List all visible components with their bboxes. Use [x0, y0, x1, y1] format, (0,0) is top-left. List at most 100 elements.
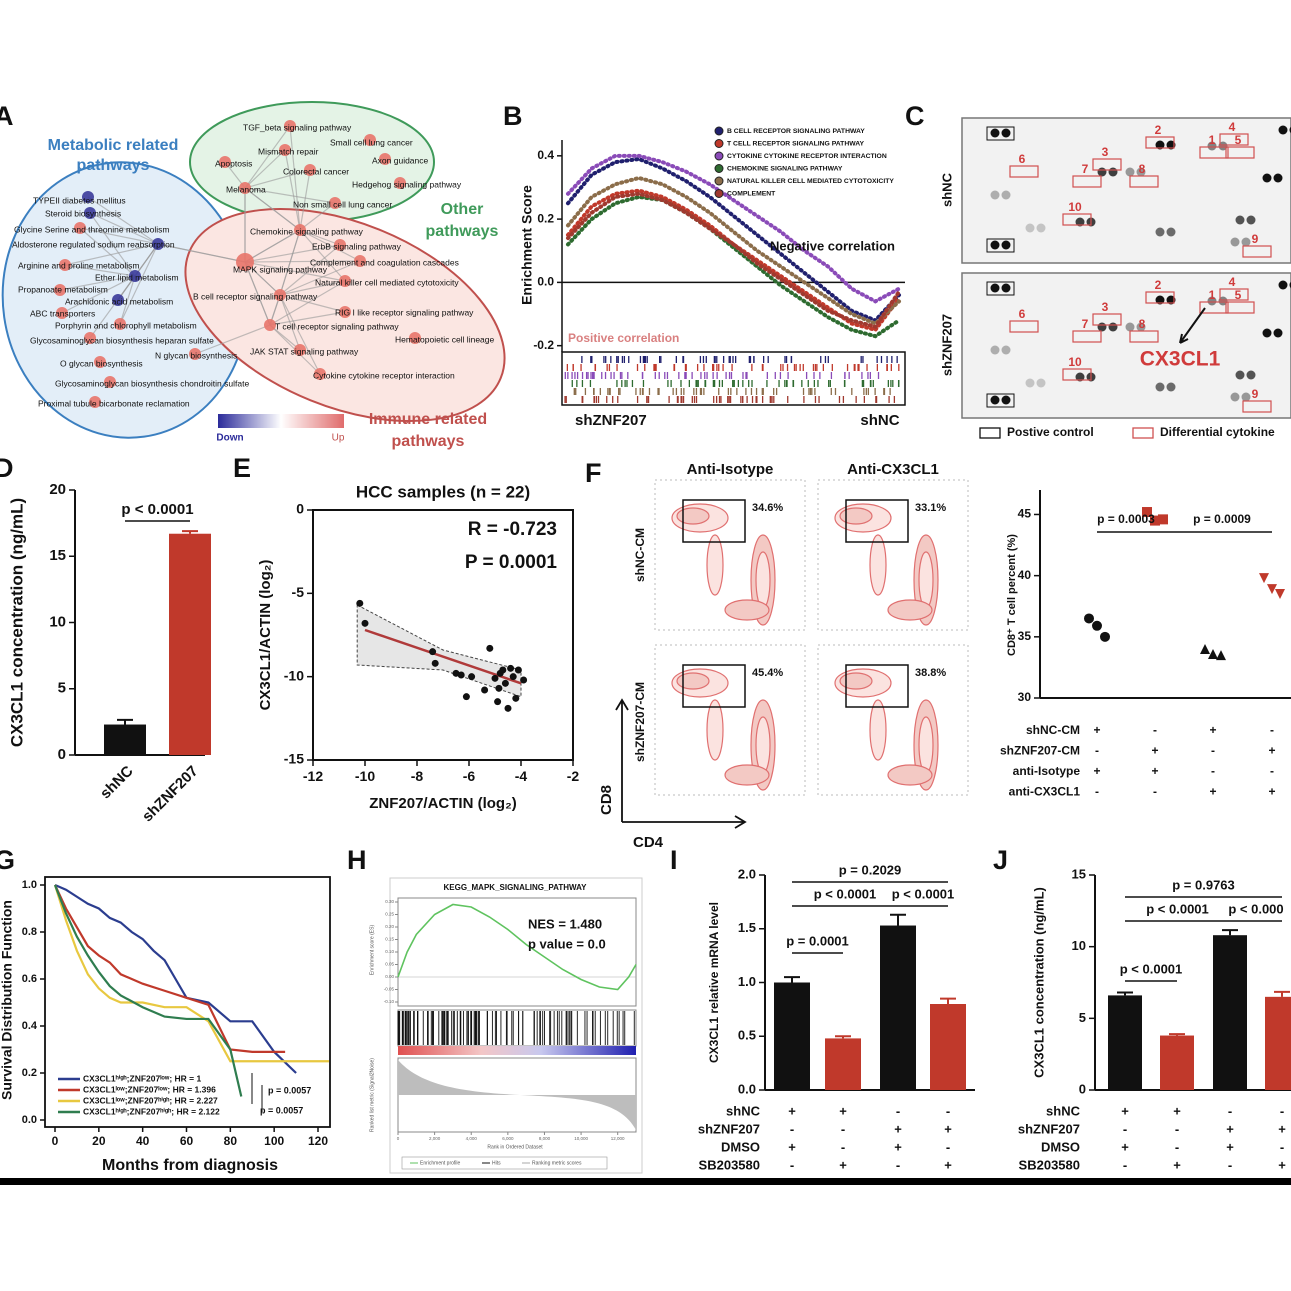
panel-letter: A: [0, 101, 14, 131]
contour: [869, 534, 887, 596]
edge: [279, 294, 301, 351]
condition-mark: -: [1123, 1157, 1127, 1172]
differential-box: [1145, 291, 1175, 304]
y-tick-label: 0.30: [385, 899, 394, 904]
x-tick-label: -2: [567, 768, 580, 784]
node-label: Natural killer cell mediated cytotoxicit…: [315, 277, 459, 287]
spot: [1166, 227, 1176, 237]
contour: [869, 699, 887, 761]
spot: [1125, 167, 1135, 177]
y-tick-label: -15: [284, 751, 304, 767]
point: [361, 619, 369, 627]
spot: [990, 240, 1000, 250]
condition-mark: -: [1095, 785, 1099, 799]
panel-letter: G: [0, 845, 15, 875]
condition-mark: -: [1211, 744, 1215, 758]
contour: [724, 599, 770, 621]
spot: [1108, 167, 1118, 177]
group-title: Immune related: [369, 411, 487, 428]
y-tick-label: 2.0: [738, 866, 756, 881]
point: [457, 671, 465, 679]
y-tick-label: 15: [1072, 866, 1086, 881]
node-label: Propanoate metabolism: [18, 284, 108, 294]
spot: [1136, 322, 1146, 332]
spot: [1230, 237, 1240, 247]
trend-line: [364, 628, 522, 685]
end-label: shZNF207: [575, 412, 647, 429]
panel-letter: H: [347, 845, 367, 875]
differential-box: [1092, 313, 1122, 326]
legend-label: NATURAL KILLER CELL MEDIATED CYTOTOXICIT…: [727, 178, 894, 185]
x-tick-label: 6,000: [502, 1136, 514, 1141]
node: [82, 191, 94, 203]
x-tick-label: -10: [355, 768, 375, 784]
condition-mark: +: [944, 1157, 952, 1172]
point: [429, 648, 437, 656]
bar: [1265, 996, 1291, 1090]
condition-mark: -: [1228, 1103, 1232, 1118]
node-label: Porphyrin and chlorophyll metabolism: [55, 320, 197, 330]
spot: [1075, 372, 1085, 382]
point: [1158, 514, 1168, 525]
bar: [774, 982, 810, 1090]
point: [1216, 650, 1226, 661]
legend-marker: [714, 151, 724, 161]
contour: [706, 699, 724, 761]
spot-label: 3: [1102, 145, 1109, 159]
edge: [279, 280, 346, 296]
node-label: Melanoma: [226, 184, 266, 194]
y-tick-label: 0.10: [385, 949, 394, 954]
x-tick-label: 80: [224, 1134, 238, 1148]
point: [1084, 613, 1094, 624]
panel-letter: I: [670, 845, 678, 875]
row-label: shZNF207: [939, 314, 954, 376]
node-label: Proximal tubule bicarbonate reclamation: [38, 398, 190, 408]
differential-box: [1072, 175, 1102, 188]
y-tick-label: 0.0: [22, 1114, 37, 1126]
differential-box: [1242, 400, 1272, 413]
contour: [887, 599, 933, 621]
node: [104, 376, 116, 388]
node-label: Ether lipid metabolism: [95, 272, 179, 282]
x-tick-label: -8: [411, 768, 424, 784]
x-tick-label: 40: [136, 1134, 150, 1148]
edge: [79, 227, 136, 277]
node-label: Hedgehog signaling pathway: [352, 179, 462, 189]
edge: [279, 260, 361, 296]
bar: [1160, 1035, 1194, 1090]
condition-mark: -: [1280, 1139, 1284, 1154]
legend-marker: [714, 126, 724, 136]
edge: [279, 294, 346, 313]
p-value: p < 0.0001: [121, 501, 193, 518]
x-tick-label: 100: [264, 1134, 284, 1148]
node: [84, 332, 96, 344]
point: [1142, 507, 1152, 518]
condition-name: shNC-CM: [1026, 723, 1080, 737]
point: [512, 694, 520, 702]
axis-label: CD8: [598, 785, 615, 815]
spot: [1230, 392, 1240, 402]
spot-label: 2: [1155, 123, 1162, 137]
node: [339, 275, 351, 287]
legend-label: Ranking metric scores: [532, 1160, 582, 1166]
condition-mark: +: [1093, 764, 1100, 778]
control-box: [986, 393, 1015, 408]
spot: [1025, 378, 1035, 388]
condition-mark: +: [788, 1139, 796, 1154]
bar: [1213, 935, 1247, 1090]
legend-frame: [401, 1156, 608, 1170]
spot-label: 6: [1019, 152, 1026, 166]
edge: [64, 264, 136, 277]
condition-name: shNC: [1046, 1103, 1081, 1118]
condition-mark: -: [1228, 1157, 1232, 1172]
node: [152, 238, 164, 250]
point: [356, 599, 364, 607]
x-tick-label: 60: [180, 1134, 194, 1148]
condition-mark: +: [1268, 785, 1275, 799]
y-tick-label: 10: [49, 613, 66, 630]
point: [1267, 584, 1277, 595]
spot: [990, 190, 1000, 200]
node: [334, 239, 346, 251]
y-tick-label: 45: [1018, 507, 1032, 521]
y-axis-label: CX3CL1 concentration (ng/mL): [1031, 887, 1046, 1078]
